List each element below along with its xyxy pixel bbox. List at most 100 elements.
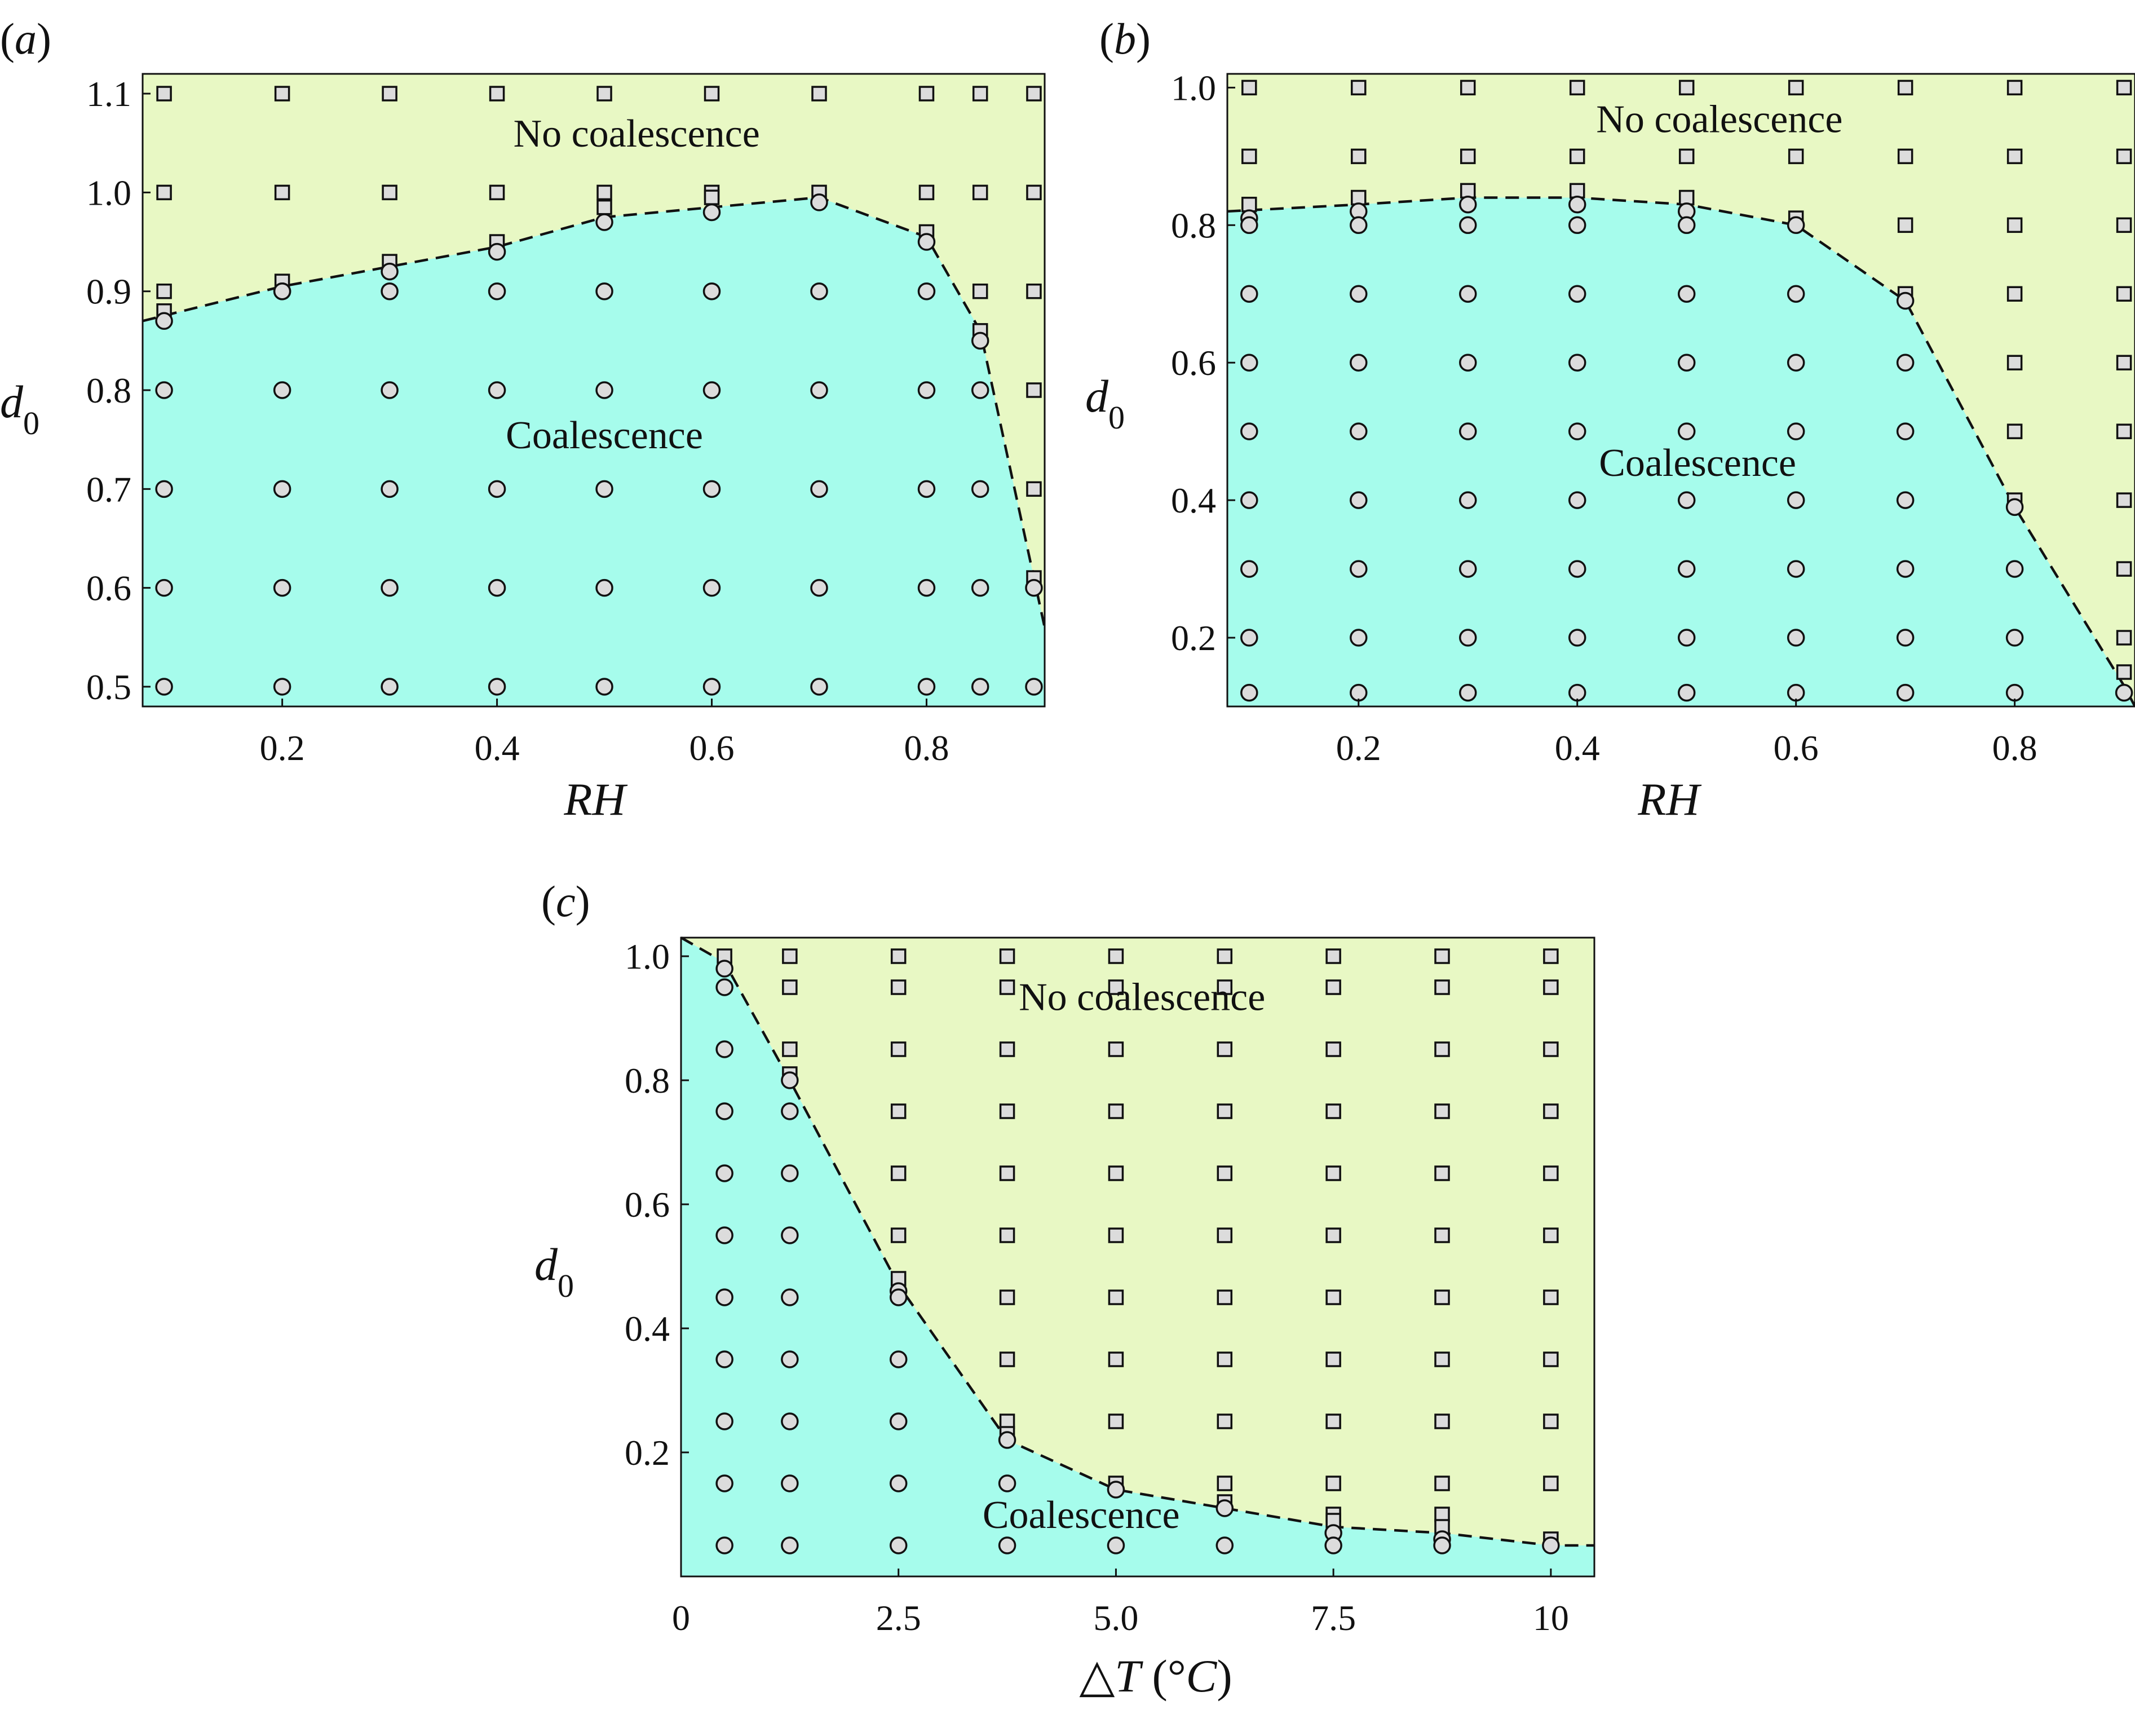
- coalescence-point: [715, 960, 733, 978]
- coalescence-point: [2005, 629, 2024, 647]
- x-tick-label: 0.2: [260, 728, 305, 768]
- coalescence-point: [1107, 1536, 1125, 1554]
- region-label-no-coalescence: No coalescence: [1019, 976, 1265, 1019]
- no-coalescence-point: [1434, 1103, 1450, 1119]
- panel-label-letter: b: [1114, 14, 1136, 63]
- panel-b: 0.2 0.4 0.6 0.8 0.2 0.4 0.6 0.8 1.0 No coalescenc…: [1085, 14, 2135, 825]
- coalescence-point: [781, 1474, 799, 1492]
- coalescence-point: [2005, 498, 2024, 516]
- no-coalescence-point: [489, 184, 505, 201]
- no-coalescence-point: [1543, 948, 1559, 964]
- panel-a: 0.2 0.4 0.6 0.8 0.5 0.6 0.7 0.8 0.9 1.0 1.1 No coal…: [0, 14, 1046, 825]
- no-coalescence-point: [782, 1041, 798, 1057]
- coalescence-point: [1677, 491, 1696, 509]
- coalescence-point: [595, 578, 613, 597]
- x-axis-label: RH: [1637, 774, 1701, 825]
- coalescence-point: [381, 381, 399, 399]
- coalescence-point: [1677, 216, 1696, 235]
- coalescence-point: [1787, 354, 1805, 372]
- no-coalescence-point: [811, 86, 827, 101]
- coalescence-point: [155, 312, 173, 330]
- region-label-no-coalescence: No coalescence: [514, 112, 760, 156]
- coalescence-point: [781, 1536, 799, 1554]
- no-coalescence-point: [596, 86, 612, 101]
- coalescence-point: [1787, 422, 1805, 440]
- no-coalescence-point: [972, 283, 988, 299]
- panel-label: (b): [1099, 14, 1151, 63]
- y-axis-label-sub: 0: [1108, 399, 1125, 436]
- coalescence-point: [715, 1040, 733, 1058]
- no-coalescence-point: [999, 948, 1015, 964]
- panel-c: 0 2.5 5.0 7.5 10 0.2 0.4 0.6 0.8 1.0 No coalescenc…: [534, 877, 1595, 1702]
- coalescence-point: [917, 282, 936, 301]
- coalescence-point: [889, 1288, 908, 1306]
- coalescence-point: [715, 1164, 733, 1182]
- y-tick-label: 1.0: [86, 173, 131, 213]
- coalescence-point: [781, 1164, 799, 1182]
- coalescence-point: [155, 578, 173, 597]
- no-coalescence-point: [890, 979, 907, 995]
- coalescence-point: [1215, 1499, 1234, 1517]
- coalescence-point: [781, 1288, 799, 1306]
- y-tick-label: 1.0: [625, 937, 670, 977]
- no-coalescence-point: [999, 1103, 1015, 1119]
- y-axis-label-var: d: [1085, 370, 1109, 422]
- x-tick-label: 0.8: [1992, 728, 2037, 768]
- no-coalescence-point: [890, 1165, 907, 1181]
- coalescence-point: [1458, 629, 1477, 647]
- coalescence-point: [273, 381, 291, 399]
- coalescence-point: [1896, 683, 1915, 702]
- no-coalescence-point: [1325, 1227, 1341, 1243]
- no-coalescence-point: [1543, 1351, 1559, 1367]
- panel-label: (a): [0, 14, 51, 63]
- coalescence-point: [1896, 560, 1915, 578]
- coalescence-point: [488, 578, 506, 597]
- coalescence-point: [702, 480, 721, 498]
- no-coalescence-point: [1460, 79, 1476, 96]
- no-coalescence-point: [596, 199, 612, 215]
- coalescence-point: [781, 1102, 799, 1120]
- no-coalescence-point: [1108, 1413, 1124, 1429]
- no-coalescence-point: [1897, 79, 1913, 96]
- no-coalescence-point: [999, 1227, 1015, 1243]
- y-tick-label: 0.2: [1171, 618, 1216, 658]
- y-tick-label: 0.6: [1171, 343, 1216, 383]
- no-coalescence-point: [1543, 1227, 1559, 1243]
- coalescence-point: [715, 1474, 733, 1492]
- coalescence-point: [1677, 285, 1696, 303]
- coalescence-point: [488, 242, 506, 261]
- coalescence-point: [155, 381, 173, 399]
- no-coalescence-point: [2006, 286, 2023, 302]
- no-coalescence-point: [1678, 79, 1695, 96]
- coalescence-point: [810, 193, 828, 211]
- no-coalescence-point: [1325, 1351, 1341, 1367]
- no-coalescence-point: [2116, 148, 2132, 165]
- coalescence-point: [2005, 560, 2024, 578]
- no-coalescence-point: [1351, 189, 1367, 206]
- no-coalescence-point: [1434, 948, 1450, 964]
- coalescence-point: [1568, 629, 1586, 647]
- coalescence-point: [1568, 195, 1586, 214]
- y-tick-label: 0.9: [86, 272, 131, 312]
- no-coalescence-point: [972, 86, 988, 101]
- no-coalescence-point: [999, 1165, 1015, 1181]
- coalescence-point: [595, 282, 613, 301]
- coalescence-point: [1458, 195, 1477, 214]
- x-axis-label-close: ): [1217, 1650, 1232, 1702]
- coalescence-point: [1568, 422, 1586, 440]
- no-coalescence-point: [489, 86, 505, 101]
- no-coalescence-point: [1434, 1476, 1450, 1491]
- coalescence-point: [273, 480, 291, 498]
- coalescence-point: [781, 1071, 799, 1089]
- coalescence-point: [1350, 422, 1368, 440]
- no-coalescence-point: [782, 979, 798, 995]
- x-tick-label: 2.5: [876, 1598, 921, 1638]
- no-coalescence-point: [1434, 1165, 1450, 1181]
- no-coalescence-point: [1543, 1165, 1559, 1181]
- no-coalescence-point: [2006, 148, 2023, 165]
- panel-label-letter: a: [15, 14, 37, 63]
- no-coalescence-point: [1108, 1227, 1124, 1243]
- no-coalescence-point: [596, 184, 612, 201]
- x-axis-label-symbol: △: [1079, 1650, 1115, 1702]
- x-axis-label-open: (°: [1141, 1650, 1186, 1702]
